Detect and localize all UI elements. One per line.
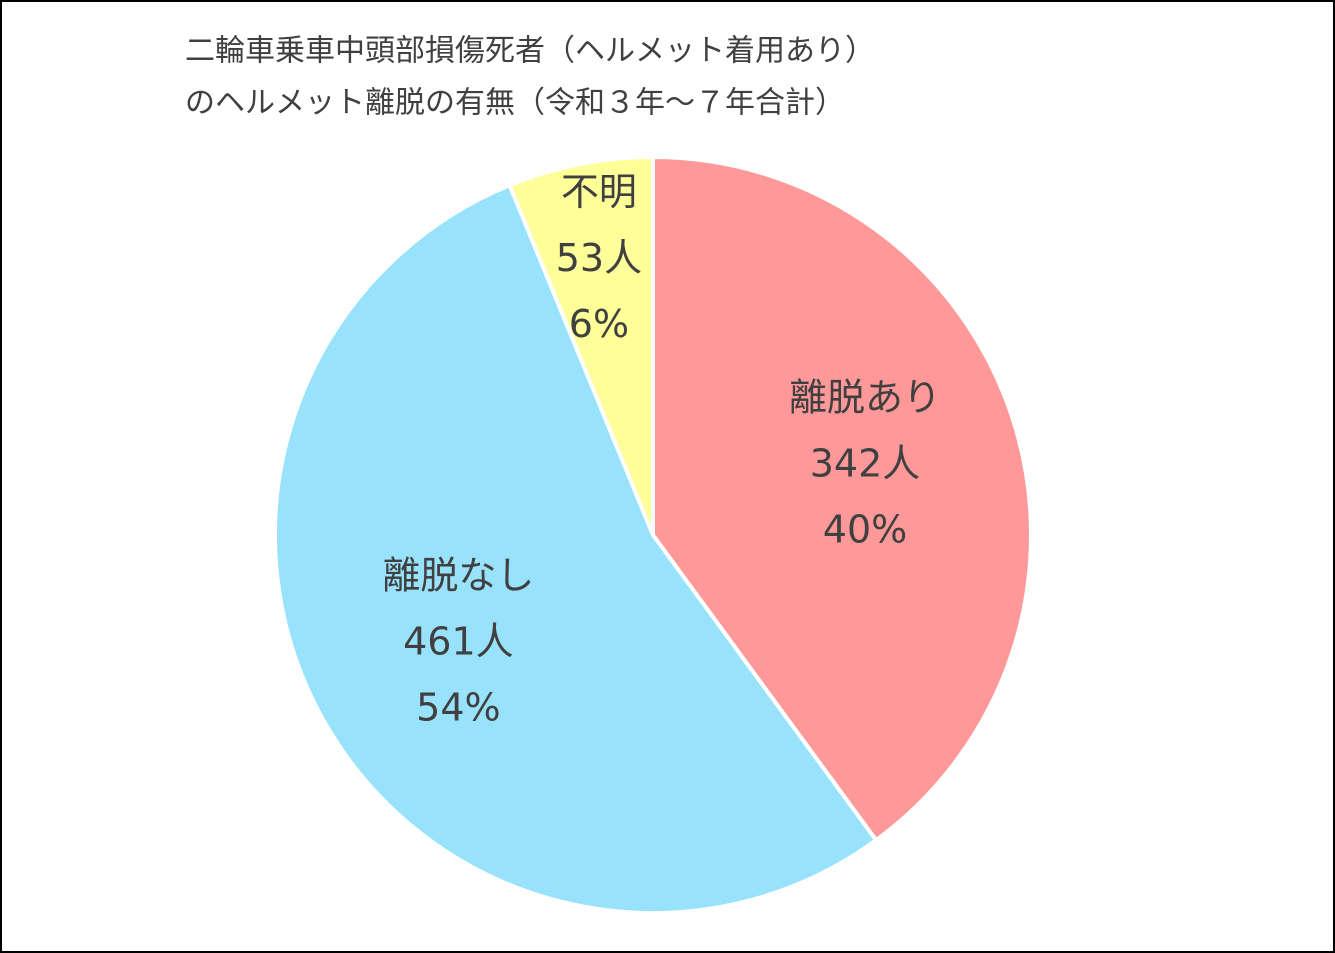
- value-label: 342人: [810, 441, 921, 485]
- pie-slice: [273, 182, 879, 915]
- chart-title: のヘルメット離脱の有無（令和３年～７年合計）: [185, 86, 845, 121]
- pie-slice: [507, 154, 655, 536]
- slice-label: 離脱あり: [789, 375, 941, 419]
- chart-title: 二輪車乗車中頭部損傷死者（ヘルメット着用あり）: [185, 34, 875, 69]
- percent-label: 6%: [569, 302, 629, 346]
- value-label: 461人: [403, 619, 514, 663]
- slice-label: 不明: [561, 170, 637, 214]
- percent-label: 54%: [416, 685, 500, 729]
- pie-slice: [651, 154, 1033, 843]
- value-label: 53人: [556, 236, 642, 280]
- slice-label: 離脱なし: [382, 553, 534, 597]
- percent-label: 40%: [823, 507, 907, 551]
